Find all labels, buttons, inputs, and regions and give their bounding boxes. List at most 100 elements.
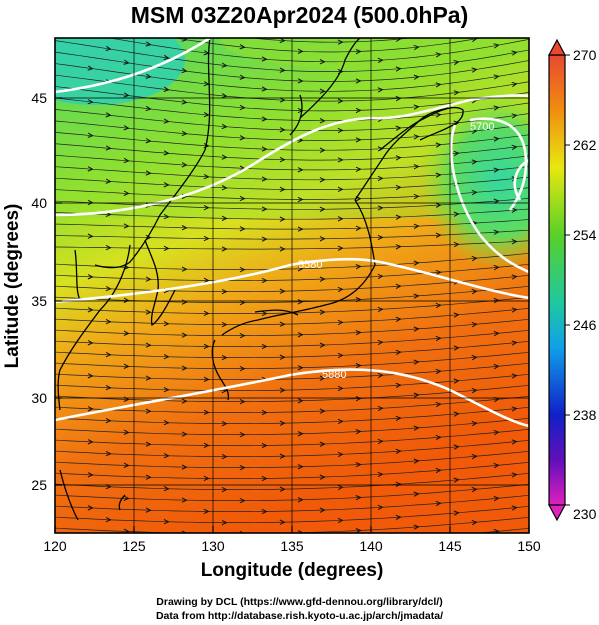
streamline-arrow [493, 229, 500, 235]
streamline-arrow [435, 335, 442, 342]
streamline [55, 505, 529, 523]
streamline [55, 395, 529, 413]
streamline-arrow [239, 332, 246, 339]
streamline-arrow [123, 495, 130, 501]
y-tick-label: 45 [31, 90, 47, 106]
streamline-arrow [319, 147, 326, 153]
colorbar-tick-label: 270 [573, 47, 597, 63]
streamline-arrow [435, 172, 442, 178]
streamline [55, 285, 529, 303]
streamline-arrow [105, 450, 112, 457]
streamline-arrow [355, 363, 362, 369]
streamline [55, 439, 529, 457]
streamline-arrow [181, 67, 188, 74]
streamline-arrow [435, 82, 442, 88]
streamline [248, 38, 413, 43]
streamline-arrow [355, 264, 362, 270]
streamline-arrow [181, 398, 188, 404]
streamline-arrow [395, 214, 402, 220]
streamline-arrow [377, 372, 384, 379]
streamline-arrow [435, 467, 442, 474]
streamline-arrow [261, 116, 268, 122]
streamline-arrow [145, 41, 152, 47]
streamline [55, 472, 529, 490]
streamline-arrow [87, 166, 94, 172]
streamline-arrow [511, 373, 518, 379]
streamline [55, 40, 529, 72]
streamline-arrow [221, 154, 228, 160]
streamline-arrow [181, 431, 188, 437]
streamline-arrow [493, 264, 500, 271]
streamline-arrow [453, 241, 460, 248]
streamline-arrow [413, 74, 420, 80]
streamline-arrow [413, 524, 420, 530]
streamline-arrow [413, 193, 420, 200]
streamline-arrow [181, 162, 188, 168]
y-axis-label: Latitude (degrees) [2, 204, 23, 369]
streamline-arrow [319, 309, 326, 315]
x-tick-label: 150 [517, 538, 541, 554]
streamline-arrow [511, 307, 518, 313]
streamline-arrow [530, 90, 535, 94]
streamline-arrow [471, 387, 478, 394]
streamline-arrow [221, 62, 228, 68]
streamline-arrow [413, 223, 420, 229]
streamline-arrow [163, 245, 170, 252]
x-tick-label: 145 [438, 538, 462, 554]
streamline-arrow [413, 359, 420, 365]
streamline-arrow [493, 105, 500, 111]
streamline-arrow [145, 342, 152, 348]
colorbar-min-triangle [548, 504, 566, 522]
streamline-arrow [163, 386, 170, 393]
streamline-arrow [413, 260, 420, 266]
streamline [55, 318, 529, 336]
streamline-arrow [279, 67, 286, 73]
streamline-arrow [355, 462, 362, 468]
streamline-arrow [279, 519, 286, 525]
streamline-arrow [203, 173, 210, 180]
streamline-arrow [337, 517, 344, 524]
streamline-arrow [279, 216, 286, 222]
streamline-arrow [221, 519, 228, 526]
streamline-arrow [145, 73, 152, 79]
streamline-arrow [493, 297, 500, 304]
streamline-arrow [203, 376, 210, 383]
streamline-arrow [163, 485, 170, 492]
streamline-arrow [377, 87, 384, 93]
y-tick-label: 35 [31, 293, 47, 309]
streamline-arrow [239, 266, 246, 273]
y-tick-label: 40 [31, 195, 47, 211]
streamline-arrow [163, 54, 170, 61]
streamline-arrow [355, 225, 362, 231]
streamline-arrow [145, 170, 152, 176]
streamline-arrow [435, 302, 442, 309]
streamline-arrow [87, 233, 94, 239]
streamline-arrow [87, 439, 94, 445]
streamline-arrow [511, 406, 518, 412]
streamline-arrow [453, 378, 460, 384]
streamline-arrow [203, 204, 210, 211]
streamline-arrow [87, 65, 94, 71]
page-title: MSM 03Z20Apr2024 (500.0hPa) [130, 2, 469, 28]
streamline-arrow [145, 309, 152, 315]
streamline [55, 329, 529, 347]
streamline [55, 208, 529, 220]
streamline-arrow [355, 495, 362, 501]
streamline-arrow [123, 363, 130, 369]
streamline-arrow [395, 38, 402, 42]
streamline-arrow [493, 429, 500, 436]
streamline-arrow [435, 500, 442, 507]
streamline-arrow [395, 155, 402, 161]
streamline-arrow [377, 405, 384, 412]
streamline-arrow [221, 215, 228, 221]
streamline [55, 74, 529, 102]
contour-label-3: 5880 [322, 369, 346, 381]
streamline-arrow [203, 111, 210, 118]
streamline-arrow [493, 462, 500, 469]
streamline-arrow [203, 409, 210, 416]
streamline [55, 516, 529, 533]
streamline-arrow [203, 310, 210, 317]
streamline-arrow [377, 57, 384, 64]
colorbar-max-triangle [548, 38, 566, 56]
streamline-arrow [261, 475, 268, 482]
